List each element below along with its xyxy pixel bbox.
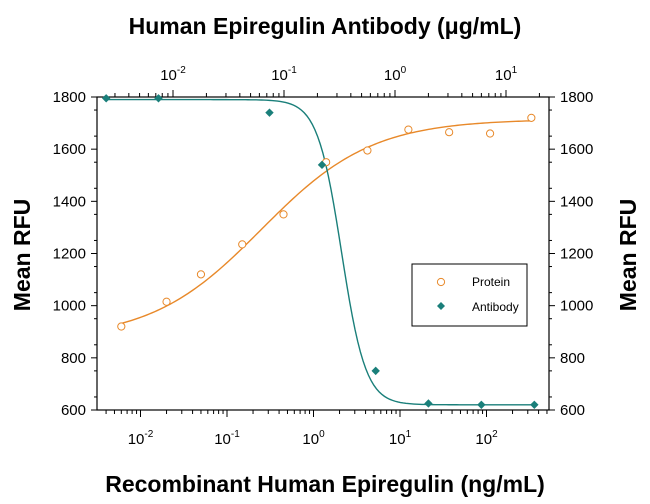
protein-point <box>485 129 495 138</box>
antibody-point <box>154 94 163 103</box>
data-points <box>101 94 539 409</box>
x-top-tick-label: 101 <box>495 65 518 84</box>
y-tick-label-left: 1400 <box>53 193 86 210</box>
legend-antibody-label: Antibody <box>472 300 519 314</box>
x-bottom-tick-label: 10-2 <box>128 429 154 448</box>
legend-protein-marker <box>436 277 446 287</box>
legend-box <box>411 263 528 327</box>
x-bottom-tick-label: 101 <box>389 429 412 448</box>
plot-area-frame <box>96 96 550 411</box>
fit-curves <box>106 98 535 406</box>
y-axis-label-right: Mean RFU <box>615 199 641 311</box>
legend-antibody-marker <box>437 302 445 310</box>
antibody-point <box>265 108 274 117</box>
protein-point <box>162 297 171 306</box>
x-top-tick-label: 10-2 <box>160 65 186 84</box>
antibody-point <box>101 94 111 103</box>
antibody-point <box>530 400 539 409</box>
y-tick-label-left: 1200 <box>53 246 86 263</box>
antibody-point <box>477 400 486 409</box>
axes-layer: 600 600 800 800 1000 1000 1200 1200 1400 1400 1600… <box>53 65 594 448</box>
y-axis-label-left: Mean RFU <box>9 199 35 311</box>
protein-point <box>279 210 288 219</box>
protein-point <box>196 270 206 279</box>
protein-point <box>404 125 413 134</box>
y-tick-label-left: 600 <box>61 402 86 419</box>
antibody-point <box>371 366 380 376</box>
protein-fit-curve <box>121 120 532 325</box>
y-tick-label-left: 1000 <box>53 298 86 315</box>
y-tick-label-right: 1400 <box>560 193 593 210</box>
x-axis-label: Recombinant Human Epiregulin (ng/mL) <box>105 471 545 497</box>
legend-protein-label: Protein <box>472 275 510 289</box>
y-tick-label-left: 1800 <box>53 89 86 106</box>
y-tick-label-right: 1200 <box>560 246 593 263</box>
y-tick-label-right: 1000 <box>560 298 593 315</box>
protein-point <box>445 128 454 137</box>
protein-point <box>238 240 247 249</box>
protein-point <box>363 146 372 155</box>
y-tick-label-right: 1800 <box>560 89 593 106</box>
protein-point <box>527 113 536 122</box>
y-tick-label-right: 600 <box>560 402 585 419</box>
antibody-fit-curve <box>106 98 535 406</box>
y-tick-label-right: 800 <box>560 350 585 367</box>
x-bottom-tick-label: 102 <box>475 429 498 448</box>
x-bottom-tick-label: 100 <box>302 429 325 448</box>
x-top-tick-label: 100 <box>384 65 407 84</box>
y-tick-label-left: 1600 <box>53 141 86 158</box>
protein-point <box>117 322 126 331</box>
antibody-point <box>424 399 433 408</box>
legend: Protein Antibody <box>411 263 528 327</box>
y-tick-label-right: 1600 <box>560 141 593 158</box>
x-bottom-tick-label: 10-1 <box>214 429 240 448</box>
x-top-tick-label: 10-1 <box>271 65 297 84</box>
chart-title: Human Epiregulin Antibody (μg/mL) <box>129 13 522 39</box>
y-tick-label-left: 800 <box>61 350 86 367</box>
antibody-point <box>317 160 327 170</box>
